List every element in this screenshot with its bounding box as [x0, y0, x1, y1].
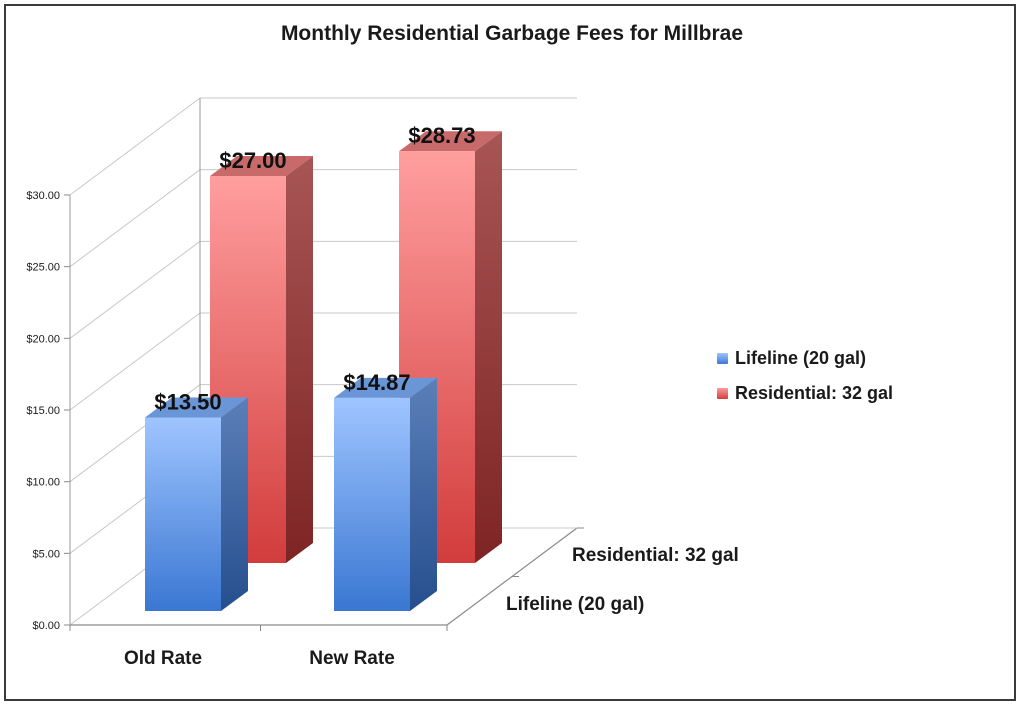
legend-label-lifeline: Lifeline (20 gal)	[735, 347, 867, 368]
bar-lifeline-new-rate-top	[334, 377, 437, 398]
depth-axis-label: Lifeline (20 gal)	[506, 594, 644, 615]
legend-swatch-residential	[717, 387, 728, 399]
bar-lifeline-old-rate-data-label: $13.50	[154, 390, 221, 415]
y-tick-label: $25.00	[26, 262, 60, 274]
depth-axis-label: Residential: 32 gal	[572, 545, 739, 566]
y-tick-label: $20.00	[26, 333, 60, 345]
gridline-side	[69, 97, 201, 196]
y-tick-label: $30.00	[26, 190, 60, 202]
bar-lifeline-new-rate-side	[410, 377, 437, 611]
y-tick-label: $5.00	[32, 548, 60, 560]
bar-lifeline-new-rate	[334, 397, 410, 611]
bar-lifeline-old-rate	[145, 417, 221, 611]
bar-residential-new-rate-data-label: $28.73	[408, 123, 475, 148]
y-tick-label: $10.00	[26, 477, 60, 489]
x-category-label: New Rate	[309, 648, 395, 669]
y-tick-label: $0.00	[32, 620, 60, 632]
bar-residential-new-rate-top	[399, 131, 502, 152]
bar-lifeline-old-rate-side	[221, 397, 248, 611]
legend-item-residential: Residential: 32 gal	[717, 378, 893, 408]
bar-lifeline-old-rate-top	[145, 397, 248, 418]
gridline-side	[69, 312, 201, 411]
bar-residential-old-rate-side	[286, 156, 313, 563]
bar-lifeline-new-rate-data-label: $14.87	[343, 370, 410, 395]
chart-legend: Lifeline (20 gal) Residential: 32 gal	[717, 343, 893, 413]
legend-swatch-lifeline	[717, 352, 728, 364]
bar-residential-old-rate-data-label: $27.00	[219, 148, 286, 173]
bar-residential-new-rate-side	[475, 131, 502, 563]
y-tick-label: $15.00	[26, 405, 60, 417]
chart-title: Monthly Residential Garbage Fees for Mil…	[280, 22, 744, 45]
x-category-label: Old Rate	[124, 648, 202, 669]
gridline-side	[69, 240, 201, 339]
legend-item-lifeline: Lifeline (20 gal)	[717, 343, 893, 373]
gridline-side	[69, 169, 201, 268]
bar-residential-old-rate-top	[210, 156, 313, 176]
legend-label-residential: Residential: 32 gal	[735, 382, 894, 403]
